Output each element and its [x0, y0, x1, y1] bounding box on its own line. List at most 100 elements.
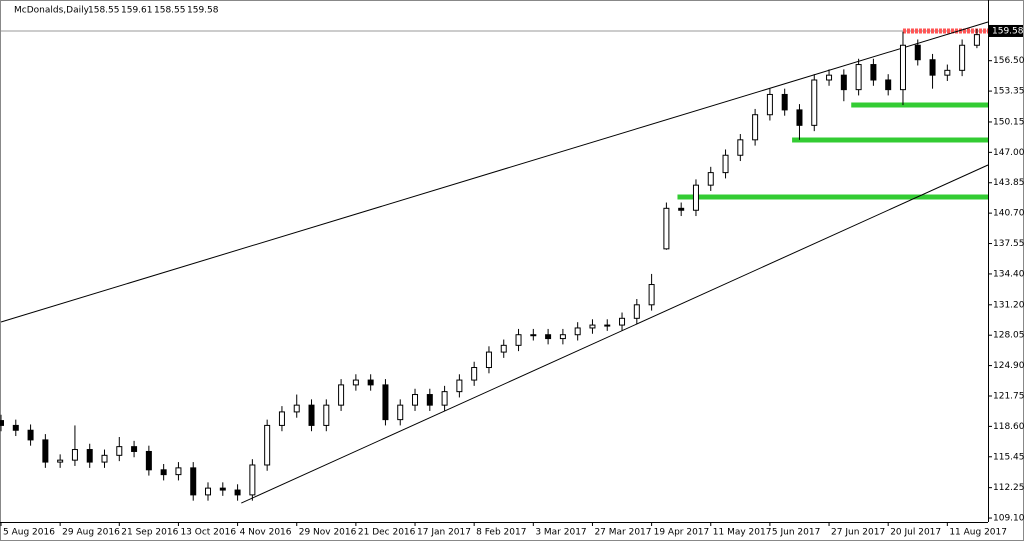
x-tick-label: 20 Jul 2017: [890, 528, 941, 538]
candle-body: [515, 334, 522, 346]
ohlc-value: 158.55: [154, 6, 186, 16]
x-tick-label: 8 Feb 2017: [476, 528, 526, 538]
candle-body: [0, 420, 4, 426]
candle-body: [929, 59, 936, 76]
candle-body: [352, 379, 359, 386]
candle-body: [796, 109, 803, 126]
candle-body: [42, 439, 49, 463]
candle-body: [101, 454, 108, 463]
y-tick-label: 112.25: [993, 483, 1024, 493]
bid-label: 159.58: [992, 26, 1024, 36]
candle-body: [870, 64, 877, 81]
candle-body: [471, 367, 478, 381]
ohlc-value: 159.58: [187, 6, 219, 16]
y-tick-label: 143.85: [993, 178, 1024, 188]
candle-body: [205, 487, 212, 496]
y-tick-label: 156.50: [993, 56, 1024, 66]
candle-body: [973, 34, 980, 46]
candle-body: [811, 79, 818, 126]
candle-body: [678, 207, 685, 211]
candle-body: [57, 459, 64, 463]
candle-body: [145, 450, 152, 471]
x-tick-label: 4 Nov 2016: [240, 528, 292, 538]
y-tick-label: 128.05: [993, 331, 1024, 341]
candle-body: [959, 44, 966, 71]
y-tick-label: 153.35: [993, 87, 1024, 97]
candle-body: [338, 384, 345, 406]
candle-body: [885, 79, 892, 91]
y-tick-label: 124.90: [993, 361, 1024, 371]
candle-body: [12, 424, 19, 431]
candle-body: [441, 391, 448, 406]
candle-body: [766, 93, 773, 116]
candle-body: [633, 304, 640, 319]
candle-body: [663, 207, 670, 250]
candle-body: [175, 467, 182, 476]
candle-body: [840, 74, 847, 91]
y-tick-label: 134.40: [993, 269, 1024, 279]
candle-body: [86, 449, 93, 463]
candle-body: [190, 467, 197, 496]
candle-body: [500, 344, 507, 353]
candle-body: [131, 446, 138, 452]
candle-body: [574, 327, 581, 336]
x-tick-label: 17 Jan 2017: [417, 528, 471, 538]
candle-body: [397, 404, 404, 421]
candle-body: [722, 154, 729, 174]
x-tick-label: 27 Jun 2017: [831, 528, 885, 538]
x-tick-label: 13 Oct 2016: [180, 528, 236, 538]
candle-body: [619, 317, 626, 326]
candle-body: [530, 334, 537, 337]
candle-body: [944, 69, 951, 76]
y-tick-label: 147.00: [993, 148, 1024, 158]
candle-body: [71, 449, 78, 461]
candle-body: [752, 114, 759, 141]
ohlc-value: 158.55: [88, 6, 120, 16]
y-tick-label: 109.10: [993, 514, 1024, 524]
candle-body: [27, 429, 34, 441]
candle-body: [264, 424, 271, 466]
candle-body: [234, 489, 241, 496]
y-tick-label: 131.20: [993, 300, 1024, 310]
candle-body: [160, 469, 167, 476]
candle-body: [367, 379, 374, 386]
candle-body: [293, 404, 300, 413]
x-tick-label: 11 Aug 2017: [949, 528, 1007, 538]
candle-body: [219, 487, 226, 491]
y-tick-label: 137.55: [993, 239, 1024, 249]
candle-body: [604, 324, 611, 327]
candle-body: [456, 379, 463, 393]
candle-body: [116, 446, 123, 456]
x-tick-label: 29 Nov 2016: [299, 528, 357, 538]
candle-body: [648, 284, 655, 306]
candle-body: [899, 44, 906, 91]
trendline: [0, 21, 989, 323]
candle-body: [278, 411, 285, 426]
ohlc-value: 159.61: [121, 6, 153, 16]
candle-body: [589, 324, 596, 329]
chart-title: McDonalds,Daily: [14, 6, 90, 16]
candle-body: [692, 184, 699, 211]
y-tick-label: 118.60: [993, 422, 1024, 432]
x-tick-label: 29 Aug 2016: [62, 528, 120, 538]
trendline: [241, 164, 989, 504]
y-tick-label: 115.45: [993, 452, 1024, 462]
candle-body: [707, 172, 714, 186]
candle-body: [855, 64, 862, 91]
x-tick-label: 11 May 2017: [713, 528, 772, 538]
x-tick-label: 21 Sep 2016: [121, 528, 178, 538]
candle-body: [559, 334, 566, 340]
candle-body: [323, 404, 330, 426]
x-tick-label: 5 Aug 2016: [3, 528, 55, 538]
x-tick-label: 27 Mar 2017: [594, 528, 651, 538]
x-tick-label: 5 Jun 2017: [772, 528, 820, 538]
candle-body: [826, 74, 833, 81]
x-tick-label: 3 Mar 2017: [535, 528, 586, 538]
candle-body: [914, 44, 921, 61]
candle-body: [737, 139, 744, 156]
y-tick-label: 150.15: [993, 117, 1024, 127]
y-tick-label: 121.75: [993, 391, 1024, 401]
candle-body: [485, 351, 492, 369]
